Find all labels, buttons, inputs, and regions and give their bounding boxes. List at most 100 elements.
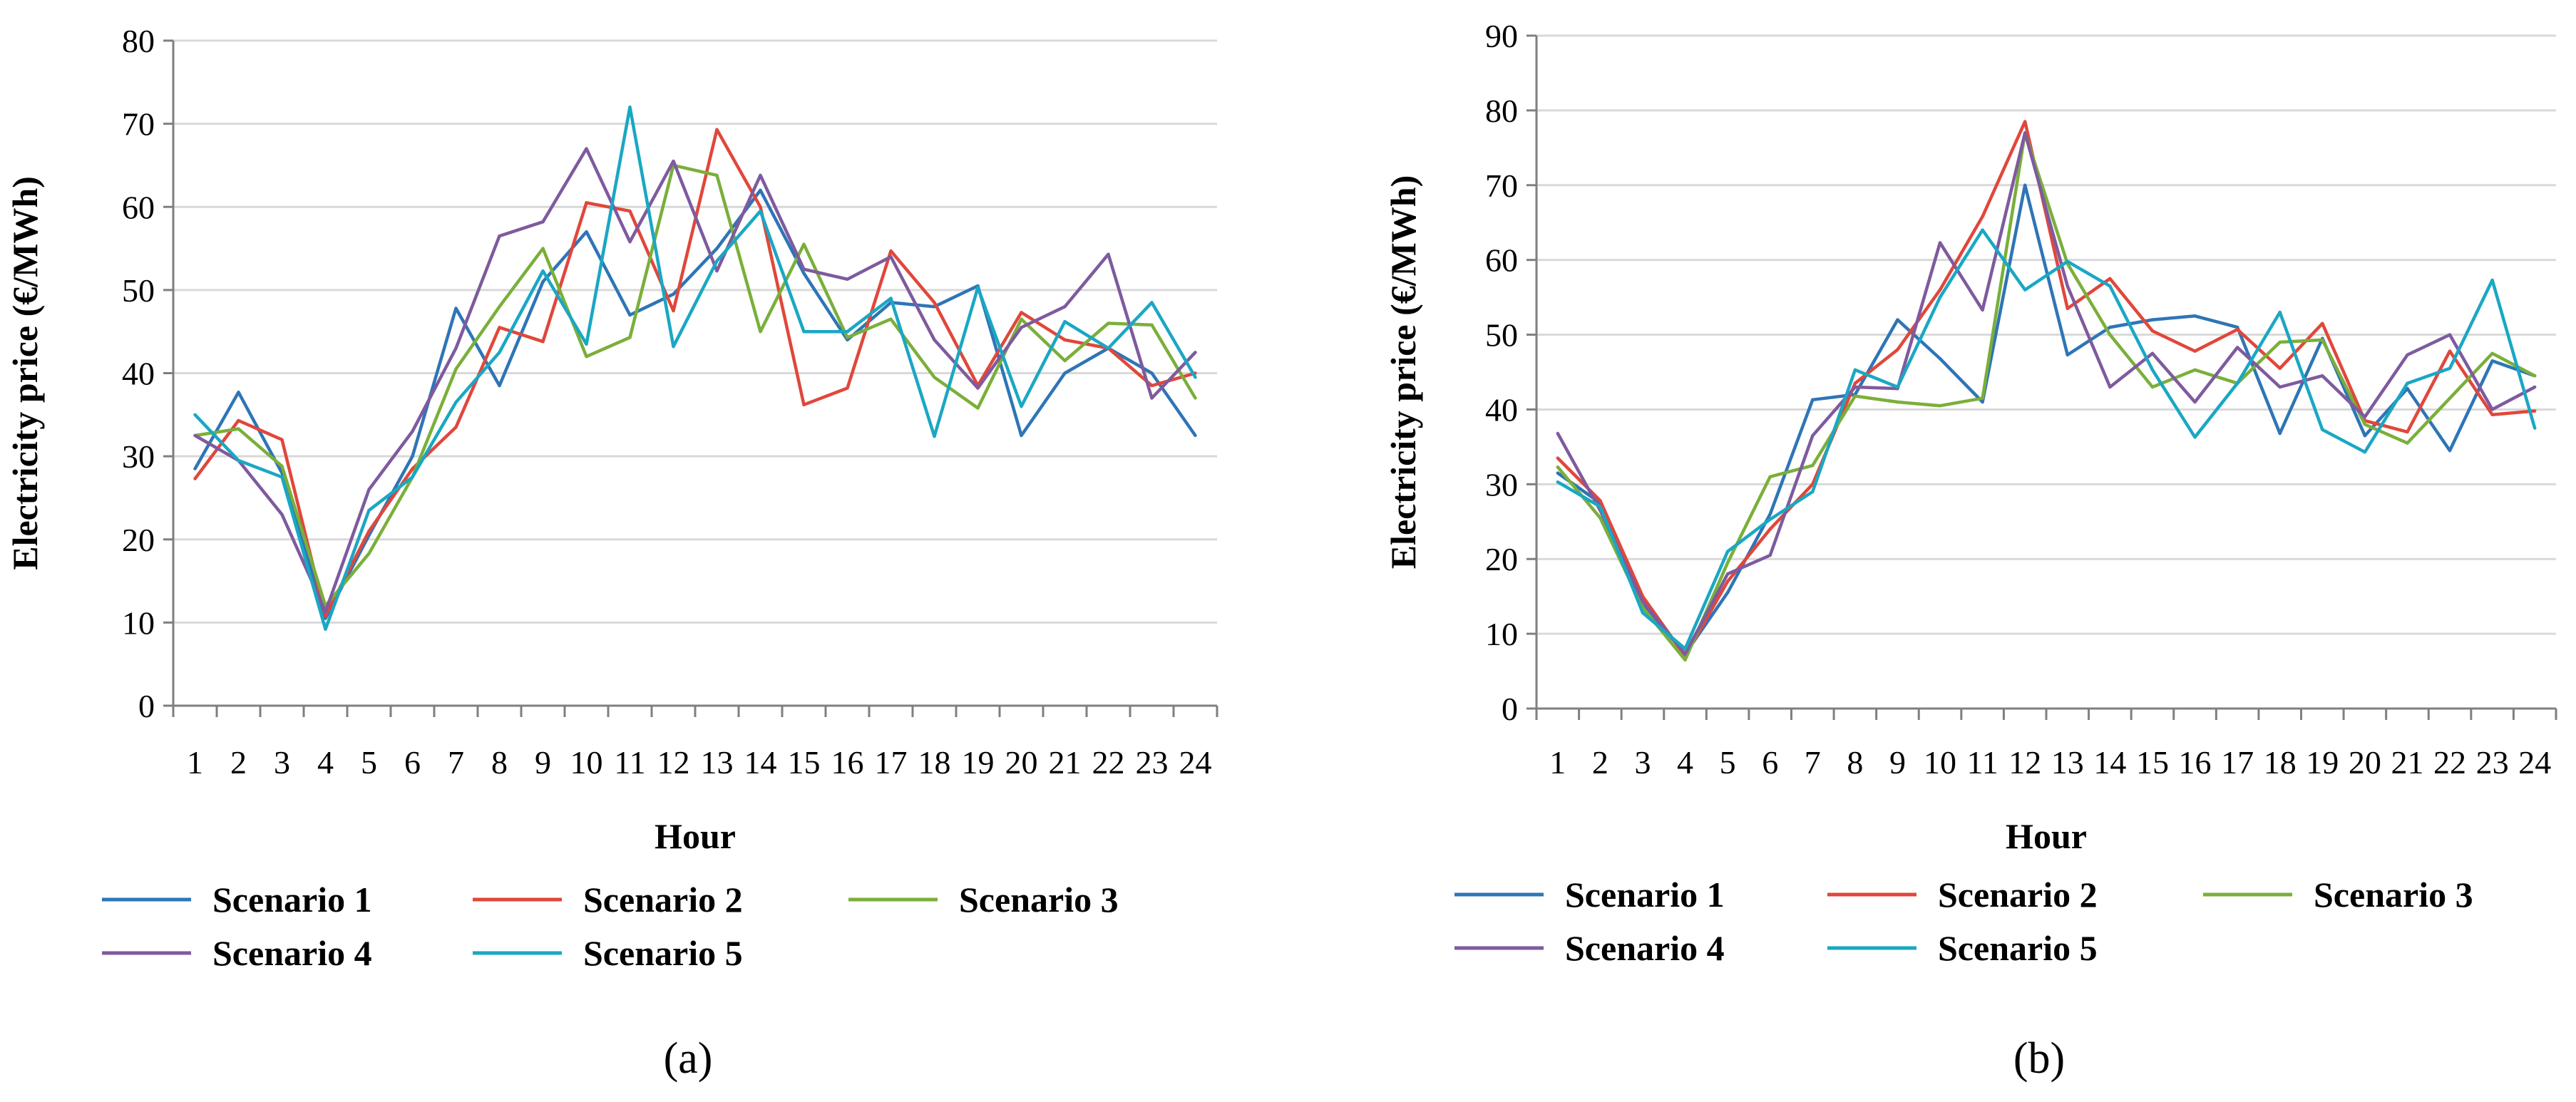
x-tick-label: 18 <box>918 744 951 781</box>
data-point-scenario-5 <box>541 269 545 273</box>
x-tick-label: 5 <box>361 744 377 781</box>
data-point-scenario-5 <box>1725 550 1730 553</box>
data-point-scenario-1 <box>2023 183 2027 187</box>
legend-label-scenario-5: Scenario 5 <box>583 933 743 973</box>
data-point-scenario-5 <box>2108 284 2112 288</box>
data-point-scenario-2 <box>1150 383 1154 388</box>
data-point-scenario-2 <box>846 386 849 390</box>
data-point-scenario-1 <box>2363 433 2367 438</box>
data-point-scenario-2 <box>1725 580 1730 583</box>
data-point-scenario-4 <box>2490 408 2494 411</box>
x-tick-label: 20 <box>2349 744 2381 781</box>
series-line-scenario-3 <box>195 163 1197 608</box>
x-tick-label: 20 <box>1005 744 1038 781</box>
x-tick-label: 15 <box>788 744 821 781</box>
data-point-scenario-5 <box>2066 259 2069 263</box>
data-point-scenario-4 <box>541 220 545 224</box>
data-point-scenario-5 <box>411 475 414 479</box>
data-point-scenario-5 <box>2533 426 2537 430</box>
data-point-scenario-1 <box>1896 318 1899 321</box>
data-point-scenario-4 <box>2363 415 2367 419</box>
data-point-scenario-1 <box>541 280 545 284</box>
data-point-scenario-3 <box>2363 423 2367 426</box>
y-tick-label: 0 <box>138 688 155 724</box>
y-tick-label: 60 <box>122 189 155 225</box>
y-axis-title: Electricity price (€/MWh) <box>1383 175 1423 570</box>
data-point-scenario-2 <box>759 205 762 209</box>
x-tick-label: 13 <box>701 744 734 781</box>
legend-label-scenario-2: Scenario 2 <box>583 880 743 920</box>
data-point-scenario-4 <box>411 429 414 433</box>
data-point-scenario-5 <box>2278 310 2282 314</box>
x-tick-label: 16 <box>831 744 864 781</box>
data-point-scenario-3 <box>2278 340 2282 344</box>
data-point-scenario-3 <box>1981 396 1984 400</box>
data-point-scenario-3 <box>2490 351 2494 355</box>
data-point-scenario-1 <box>672 292 675 296</box>
data-point-scenario-5 <box>193 413 197 417</box>
data-point-scenario-1 <box>715 247 719 250</box>
y-tick-label: 80 <box>1485 93 1518 129</box>
data-point-scenario-5 <box>759 209 762 213</box>
data-point-scenario-3 <box>1853 394 1857 398</box>
data-point-scenario-3 <box>802 242 806 246</box>
panel-label: (a) <box>664 1034 713 1083</box>
data-point-scenario-1 <box>1556 471 1559 475</box>
data-point-scenario-4 <box>1768 553 1772 557</box>
y-tick-label: 10 <box>1485 616 1518 652</box>
data-point-scenario-3 <box>2406 441 2409 445</box>
x-tick-label: 6 <box>404 744 421 781</box>
data-point-scenario-2 <box>933 301 936 304</box>
data-point-scenario-5 <box>1150 301 1154 304</box>
data-point-scenario-1 <box>1811 398 1815 402</box>
data-point-scenario-4 <box>628 240 632 244</box>
data-point-scenario-5 <box>2448 366 2452 370</box>
data-point-scenario-2 <box>2278 366 2282 370</box>
data-point-scenario-4 <box>2023 131 2027 135</box>
data-point-scenario-4 <box>2150 351 2155 355</box>
data-point-scenario-4 <box>672 159 675 163</box>
x-tick-label: 6 <box>1762 744 1778 781</box>
data-point-scenario-3 <box>2321 338 2324 342</box>
data-point-scenario-2 <box>2490 413 2494 416</box>
x-tick-label: 23 <box>1136 744 1169 781</box>
data-point-scenario-5 <box>2235 381 2239 385</box>
data-point-scenario-5 <box>2193 436 2197 439</box>
data-point-scenario-2 <box>1599 499 1602 503</box>
x-tick-label: 11 <box>1966 744 1998 781</box>
x-tick-label: 14 <box>2093 744 2126 781</box>
x-tick-label: 1 <box>1549 744 1566 781</box>
data-point-scenario-2 <box>2150 329 2155 333</box>
data-point-scenario-5 <box>2321 428 2324 431</box>
data-point-scenario-3 <box>2108 333 2112 336</box>
x-tick-label: 1 <box>187 744 203 781</box>
data-point-scenario-5 <box>1853 368 1857 372</box>
data-point-scenario-3 <box>1938 404 1942 408</box>
data-point-scenario-3 <box>933 376 936 379</box>
data-point-scenario-4 <box>2533 385 2537 389</box>
data-point-scenario-1 <box>585 230 588 234</box>
data-point-scenario-5 <box>1599 505 1602 508</box>
x-tick-label: 3 <box>274 744 290 781</box>
data-point-scenario-1 <box>2406 386 2409 391</box>
data-point-scenario-2 <box>1063 338 1067 342</box>
data-point-scenario-1 <box>802 272 806 275</box>
data-point-scenario-4 <box>976 386 980 390</box>
x-tick-label: 19 <box>2306 744 2339 781</box>
y-axis-title: Electricity price (€/MWh) <box>5 176 45 570</box>
data-point-scenario-4 <box>1683 652 1687 656</box>
data-point-scenario-2 <box>585 201 588 205</box>
data-point-scenario-4 <box>1020 326 1023 329</box>
data-point-scenario-4 <box>2448 333 2452 336</box>
data-point-scenario-4 <box>2235 346 2239 349</box>
panel-label: (b) <box>2013 1034 2065 1083</box>
data-point-scenario-1 <box>1020 433 1023 438</box>
data-point-scenario-1 <box>2490 359 2494 363</box>
data-point-scenario-2 <box>193 477 197 480</box>
data-point-scenario-1 <box>1768 513 1772 516</box>
data-point-scenario-4 <box>715 269 719 273</box>
data-point-scenario-2 <box>498 326 501 329</box>
